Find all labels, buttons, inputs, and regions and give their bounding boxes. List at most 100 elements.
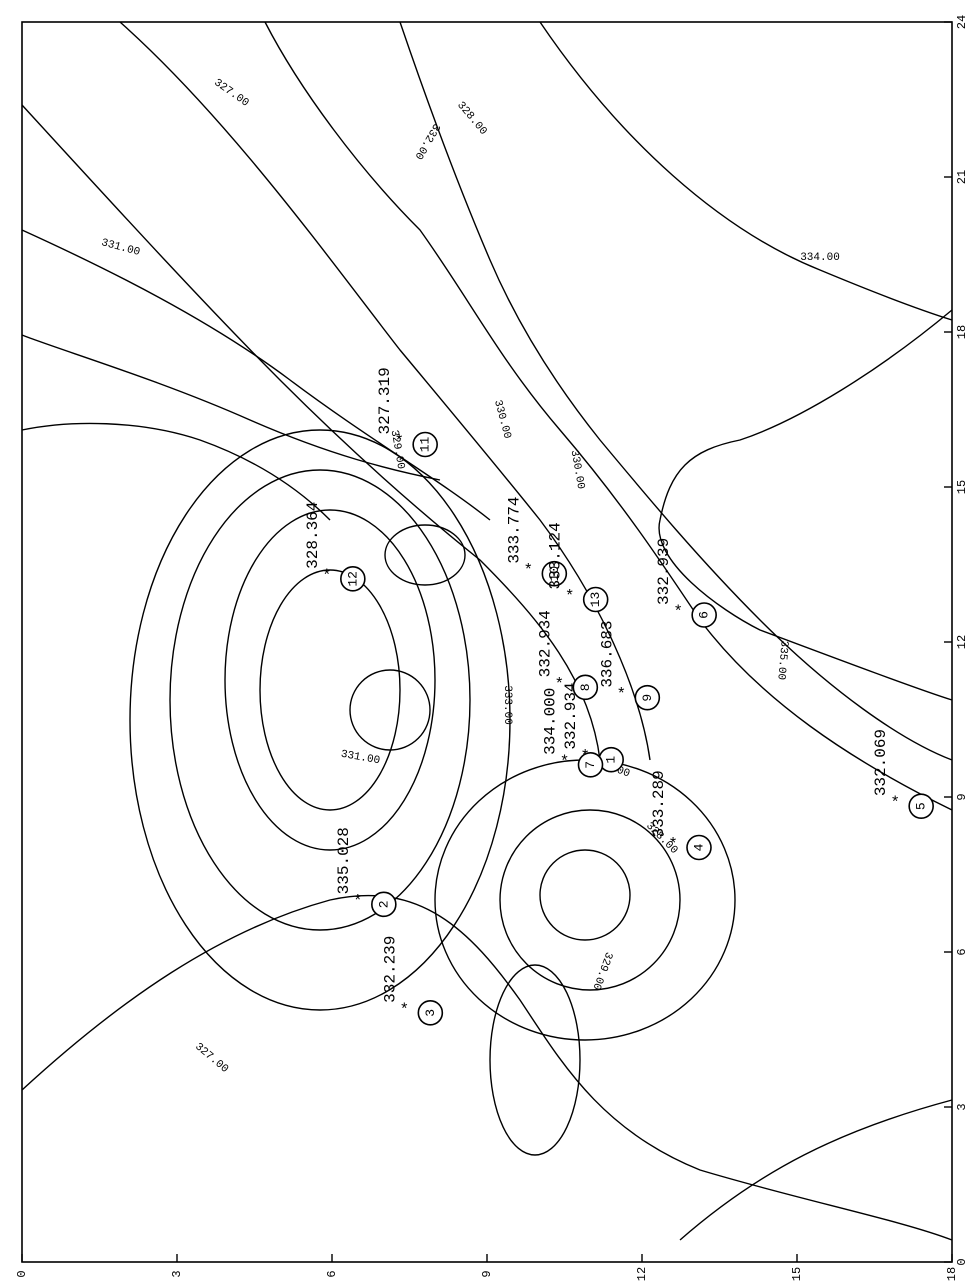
contour-label: 330.00 — [491, 399, 513, 440]
well-marker: * 5 332.069 — [872, 729, 934, 819]
well-star: * — [560, 753, 570, 771]
contour-label: 331.00 — [100, 237, 141, 259]
contour-line — [21, 334, 441, 481]
x-tick-label: 24 — [955, 15, 969, 29]
well-id: 9 — [640, 694, 655, 702]
well-id: 2 — [376, 900, 391, 908]
contour-line — [21, 104, 601, 761]
contour-line — [21, 229, 491, 521]
contour-label: 330.00 — [568, 449, 587, 490]
well-star: * — [394, 433, 404, 451]
well-id: 7 — [583, 761, 598, 769]
contour-label: 329.00 — [589, 950, 614, 991]
y-tick-label: 15 — [790, 1267, 804, 1281]
contour-line — [259, 569, 401, 811]
well-star: * — [400, 1001, 410, 1019]
contour-line — [434, 759, 736, 1041]
contour-label: 335.00 — [774, 640, 789, 681]
x-tick-label: 0 — [955, 1258, 969, 1265]
well-id-circle — [582, 586, 609, 613]
contour-line — [539, 849, 631, 941]
well-id: 8 — [578, 683, 593, 691]
well-value: 332.934 — [536, 610, 554, 677]
x-tick-label: 18 — [955, 325, 969, 339]
well-star: * — [890, 794, 900, 812]
contour-line — [264, 21, 953, 811]
well-id-circle — [634, 684, 661, 711]
contour-line — [224, 509, 436, 851]
well-star: * — [565, 588, 575, 606]
contour-label: 334.00 — [800, 252, 840, 264]
wells: *1332.934*2335.028*3332.239*4333.289*533… — [304, 367, 934, 1026]
well-id: 10 — [547, 566, 562, 582]
contour-line — [384, 524, 466, 586]
contour-label: 327.00 — [211, 77, 250, 110]
well-marker: * 2 335.028 — [335, 827, 397, 918]
well-id: 13 — [588, 592, 603, 608]
contour-label: 333.00 — [501, 685, 513, 725]
well-id-circle — [577, 752, 604, 778]
well-star: * — [673, 603, 683, 621]
well-marker: * 6 332.939 — [655, 538, 717, 628]
well-id-circle — [572, 674, 599, 701]
plot-frame — [21, 21, 953, 1263]
contour-label: 327.00 — [192, 1041, 230, 1076]
y-tick-label: 12 — [635, 1267, 649, 1281]
contour-line — [539, 21, 953, 321]
well-star: * — [668, 836, 678, 854]
well-value: 335.028 — [335, 827, 353, 894]
contour-line — [679, 1099, 953, 1241]
contour-line — [399, 21, 953, 761]
well-marker: * 10 333.774 — [505, 496, 568, 587]
contour-line — [21, 894, 953, 1241]
x-tick-label: 6 — [955, 948, 969, 955]
contour-line — [658, 309, 953, 701]
well-value: 333.289 — [650, 770, 668, 837]
well-value: 333.774 — [505, 496, 523, 563]
well-marker: * 4 333.289 — [650, 770, 712, 861]
contour-line — [499, 809, 681, 991]
contour-line — [349, 669, 431, 751]
well-star: * — [524, 562, 534, 580]
well-star: * — [353, 892, 363, 910]
y-tick-label: 18 — [945, 1267, 959, 1281]
x-tick-label: 21 — [955, 170, 969, 184]
contour-label: 331.00 — [340, 749, 381, 768]
well-value: 334.000 — [542, 688, 560, 755]
y-tick-label: 0 — [15, 1270, 29, 1277]
contour-line — [129, 429, 511, 1011]
well-marker: * 11 327.319 — [376, 367, 438, 458]
well-id: 1 — [604, 756, 619, 764]
contour-line — [21, 422, 331, 521]
well-value: 332.939 — [655, 538, 673, 605]
x-tick-label: 3 — [955, 1103, 969, 1110]
y-tick-label: 9 — [480, 1270, 494, 1277]
well-marker: * 12 328.364 — [304, 502, 366, 592]
well-id: 5 — [914, 802, 929, 810]
well-marker: * 8 332.934 — [536, 610, 599, 701]
well-id: 11 — [418, 437, 433, 453]
well-id-circle — [686, 834, 712, 861]
well-value: 333.124 — [547, 522, 565, 589]
y-tick-label: 3 — [170, 1270, 184, 1277]
well-marker: * 9 336.683 — [598, 620, 661, 711]
well-star: * — [322, 567, 332, 585]
x-tick-label: 9 — [955, 793, 969, 800]
well-marker: * 13 333.124 — [547, 522, 609, 613]
contour-label: 332.00 — [412, 121, 442, 161]
contour-lines — [21, 21, 953, 1241]
well-id-circle — [371, 891, 397, 918]
contour-line — [169, 469, 471, 931]
well-value: 336.683 — [598, 620, 616, 687]
well-id: 12 — [345, 571, 360, 587]
contour-line — [119, 21, 651, 761]
well-value: 332.069 — [872, 729, 890, 796]
x-tick-label: 12 — [955, 635, 969, 649]
well-star: * — [617, 686, 627, 704]
well-value: 328.364 — [304, 502, 322, 569]
x-tick-label: 15 — [955, 480, 969, 494]
well-marker: * 7 334.000 — [542, 688, 604, 778]
